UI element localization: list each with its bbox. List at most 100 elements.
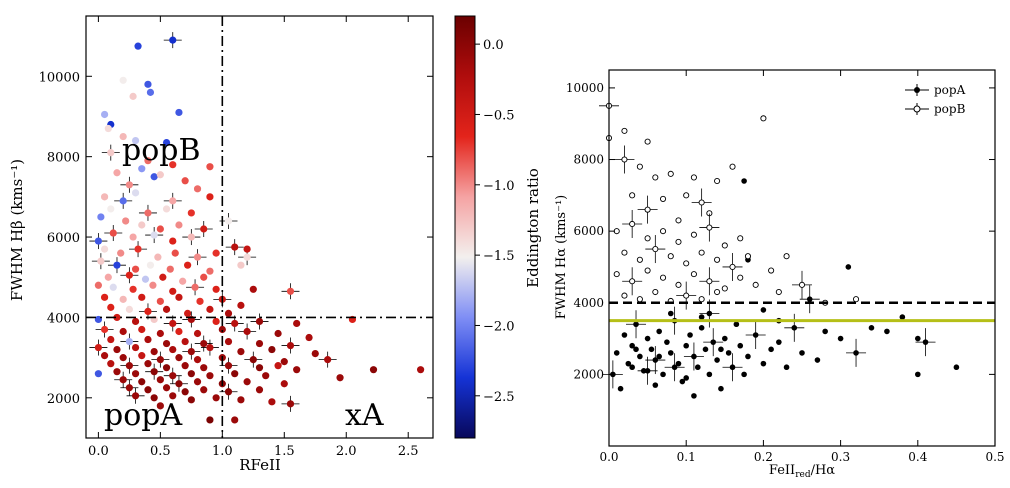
- data-point: [94, 343, 102, 352]
- data-point: [243, 253, 251, 261]
- data-point: [775, 288, 782, 296]
- data-point: [144, 209, 152, 217]
- data-point: [656, 353, 662, 360]
- data-point: [417, 366, 425, 374]
- left-reference-lines: [86, 16, 433, 438]
- data-point: [141, 275, 150, 283]
- data-point: [193, 329, 202, 338]
- data-point: [274, 362, 282, 370]
- y-tick-label: 10000: [39, 70, 80, 85]
- data-point: [698, 325, 705, 331]
- data-point: [119, 76, 127, 84]
- data-point: [621, 156, 628, 163]
- x-tick-label: 0.2: [754, 450, 773, 464]
- data-point: [187, 370, 195, 378]
- data-point: [737, 235, 744, 242]
- data-point: [274, 329, 282, 338]
- data-point: [741, 178, 747, 184]
- data-point: [122, 217, 130, 225]
- data-point: [249, 356, 257, 364]
- data-point: [718, 385, 724, 392]
- data-point: [175, 108, 183, 117]
- data-point: [280, 358, 288, 366]
- data-point: [729, 263, 736, 271]
- data-point: [131, 392, 140, 400]
- data-point: [125, 271, 133, 279]
- data-point: [729, 364, 736, 371]
- data-point: [138, 325, 146, 334]
- data-point: [187, 347, 195, 356]
- data-point: [637, 353, 643, 360]
- data-point: [737, 274, 744, 281]
- data-point: [187, 233, 195, 241]
- data-point: [683, 342, 689, 349]
- data-point: [104, 124, 112, 133]
- data-point: [94, 281, 102, 289]
- data-point: [144, 360, 152, 368]
- data-point: [193, 253, 202, 261]
- data-point: [613, 271, 620, 278]
- right-y-axis-label: FWHM Hα (kms⁻¹): [554, 195, 569, 320]
- data-point: [107, 335, 115, 344]
- data-point: [629, 220, 636, 228]
- data-point: [683, 260, 690, 267]
- data-point: [798, 281, 806, 288]
- data-point: [125, 305, 133, 313]
- data-point: [636, 256, 643, 263]
- data-point: [196, 297, 204, 305]
- colorbar-tick-label: −1.0: [483, 179, 515, 194]
- data-point: [369, 366, 378, 374]
- x-tick-label: 0.5: [985, 450, 1004, 464]
- data-point: [146, 88, 155, 96]
- data-point: [268, 345, 276, 354]
- data-point: [224, 337, 233, 346]
- data-point: [791, 325, 798, 331]
- data-point: [652, 382, 659, 388]
- data-point: [255, 386, 264, 394]
- colorbar-tick-label: −2.0: [483, 319, 515, 334]
- data-point: [159, 273, 167, 281]
- data-point: [262, 372, 270, 380]
- data-point: [644, 267, 651, 274]
- data-point: [671, 364, 678, 371]
- data-point: [212, 317, 220, 326]
- data-point: [683, 292, 690, 299]
- data-point: [621, 292, 628, 299]
- data-point: [162, 364, 171, 372]
- data-point: [131, 189, 140, 197]
- data-point: [113, 261, 121, 269]
- data-point: [156, 376, 164, 384]
- colorbar-tick-label: 0.0: [483, 38, 504, 53]
- legend-label-popA: popA: [934, 83, 966, 97]
- data-point: [675, 238, 682, 245]
- data-point: [243, 245, 251, 253]
- data-point: [181, 362, 189, 370]
- data-point: [652, 245, 659, 253]
- data-point: [644, 335, 651, 342]
- data-point: [286, 400, 295, 408]
- data-point: [144, 386, 152, 394]
- data-point: [125, 181, 133, 189]
- data-point: [107, 149, 115, 157]
- data-point: [644, 368, 651, 374]
- data-point: [187, 209, 195, 217]
- data-point: [200, 273, 208, 281]
- data-point: [255, 317, 264, 326]
- data-point: [667, 170, 674, 177]
- data-point: [131, 343, 140, 352]
- region-label-popB: popB: [122, 133, 201, 168]
- data-point: [667, 310, 674, 317]
- data-point: [660, 371, 666, 378]
- data-point: [799, 350, 805, 356]
- data-point: [706, 371, 713, 378]
- data-point: [156, 171, 164, 179]
- data-point: [169, 237, 177, 245]
- data-point: [336, 374, 344, 382]
- data-point: [714, 357, 720, 363]
- data-point: [706, 224, 713, 231]
- data-point: [193, 356, 202, 364]
- data-point: [119, 197, 127, 205]
- data-point: [652, 288, 659, 296]
- data-point: [107, 360, 115, 368]
- data-point: [134, 42, 142, 50]
